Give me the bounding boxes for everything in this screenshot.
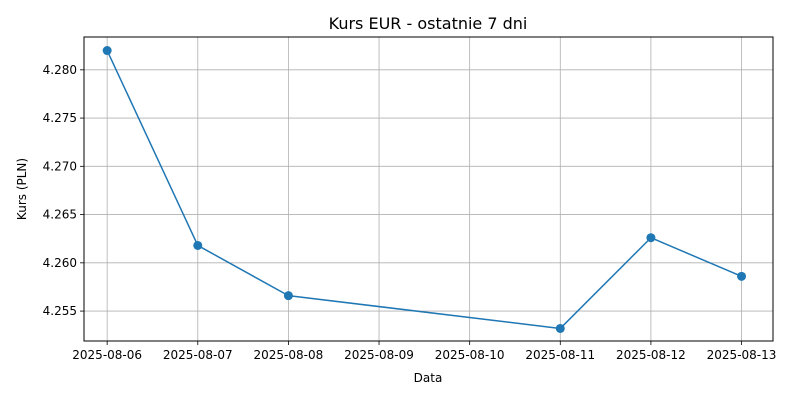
chart-title: Kurs EUR - ostatnie 7 dni (329, 14, 528, 33)
data-point (646, 233, 656, 243)
ticks: 2025-08-06 2025-08-07 2025-08-08 2025-08-09… (43, 63, 777, 362)
y-tick-label: 4.275 (43, 111, 77, 125)
y-tick-label: 4.280 (43, 63, 77, 77)
y-tick-label: 4.255 (43, 304, 77, 318)
x-tick-label: 2025-08-06 (72, 348, 142, 362)
y-tick-label: 4.265 (43, 208, 77, 222)
y-tick-label: 4.260 (43, 256, 77, 270)
y-axis-title: Kurs (PLN) (15, 158, 29, 220)
x-tick-label: 2025-08-13 (707, 348, 777, 362)
x-tick-label: 2025-08-09 (344, 348, 414, 362)
series-line (106, 50, 742, 330)
x-tick-label: 2025-08-07 (163, 348, 233, 362)
x-tick-label: 2025-08-10 (435, 348, 505, 362)
grid (84, 37, 773, 341)
x-tick-label: 2025-08-08 (254, 348, 324, 362)
data-point (102, 46, 112, 56)
x-axis-title: Data (414, 371, 443, 385)
data-point (737, 271, 747, 281)
y-tick-label: 4.270 (43, 159, 77, 173)
series-layer (102, 46, 747, 333)
x-tick-label: 2025-08-12 (616, 348, 686, 362)
data-point (283, 291, 293, 301)
x-tick-label: 2025-08-11 (525, 348, 595, 362)
data-point (555, 323, 565, 333)
data-point (193, 240, 203, 250)
plot-frame (83, 36, 774, 342)
